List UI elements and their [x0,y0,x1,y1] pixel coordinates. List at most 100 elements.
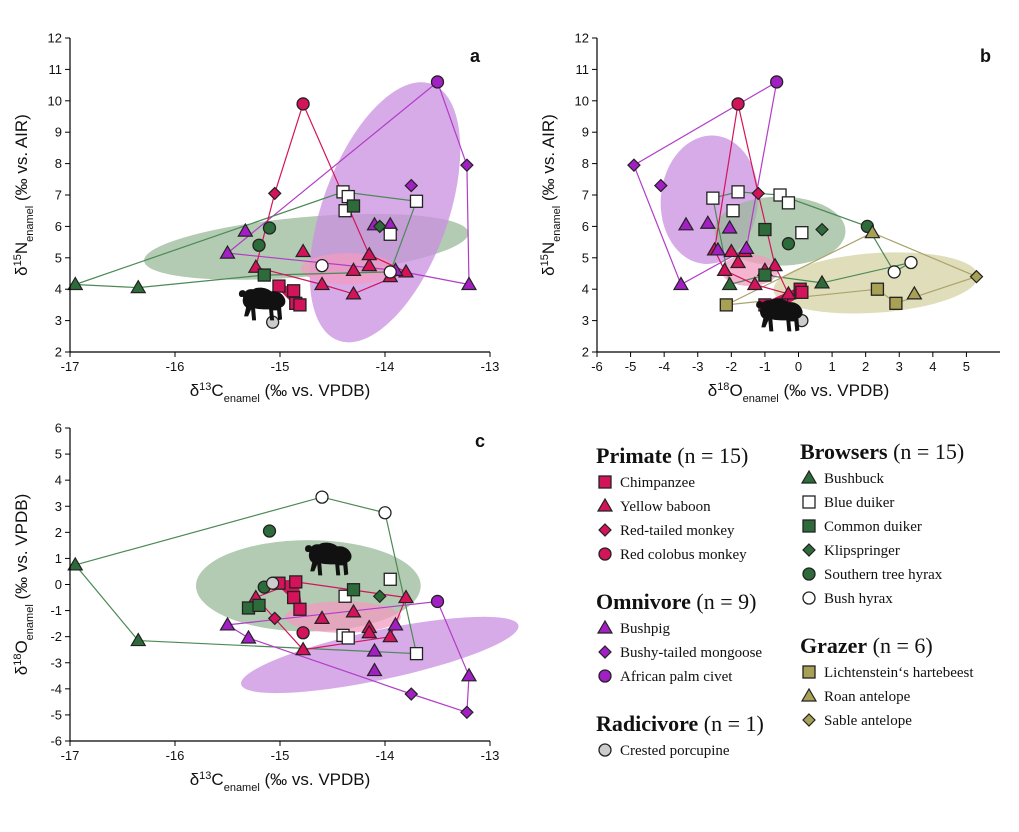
legend-omnivore-marker-1 [598,645,612,659]
legend-primate-heading: Primate (n = 15) [596,443,748,468]
panel-c-point-2 [293,602,307,616]
panel-b-point-31 [795,226,809,240]
legend-omnivore-label-1: Bushy-tailed mongoose [620,645,762,661]
panel-c-point-15 [240,629,257,644]
legend-browsers-label-1: Blue duiker [824,495,894,511]
panel-b-point-9 [746,276,763,291]
legend-radicivore-marker-0 [598,743,612,757]
panel-a-letter: a [470,46,481,66]
panel-c-y-tick-label: -6 [50,734,62,749]
panel-c-y-tick-label: -5 [50,707,62,722]
panel-a-point-25 [130,279,147,294]
panel-b-x-tick-label: -3 [692,359,704,374]
panel-a-y-label: δ15Nenamel (‰ vs. AIR) [12,114,36,276]
panel-c-point-9 [361,624,378,639]
panel-b-x-tick-label: -4 [658,359,670,374]
panel-b-x-tick-label: 2 [862,359,869,374]
panel-b-point-43 [906,285,923,300]
panel-a-point-32 [257,268,271,282]
panel-c-point-38 [265,576,280,590]
panel-b-point-24 [721,276,738,291]
legend-omnivore-label-2: African palm civet [620,669,733,685]
legend-browsers-label-0: Bushbuck [824,471,885,487]
panel-c-y-tick-label: -4 [50,681,62,696]
panel-a-x-tick-label: -15 [271,359,290,374]
panel-a-ellipse-1 [309,82,461,343]
panel-a-point-7 [345,262,362,276]
legend-omnivore-marker-0 [596,619,614,634]
panel-c-y-tick-label: -2 [50,629,62,644]
panel-c-x-tick-label: -15 [271,748,290,763]
panel-c-point-32 [252,598,266,613]
panel-a-point-36 [315,258,329,273]
panel-a-point-3 [293,298,307,312]
panel-a-ellipses [144,82,469,343]
panel-c-point-21 [460,705,474,720]
panel-a-point-22 [460,158,474,173]
panel-a-point-34 [262,221,277,235]
panel-c-point-20 [404,687,419,701]
panel-c-y-tick-label: 3 [55,499,62,514]
panel-a-point-23 [430,75,445,89]
panel-c-point-23 [67,556,84,571]
panel-b-x-tick-label: -2 [726,359,738,374]
panel-b-x-tick-label: 4 [929,359,936,374]
panel-b-point-23 [770,75,784,89]
panel-c-y-tick-label: 6 [55,421,62,436]
panel-a-point-0 [272,279,286,293]
panel-b-point-19 [738,240,755,254]
legend-browsers-label-4: Southern tree hyrax [824,567,943,583]
panel-a-y-tick-label: 5 [55,250,62,265]
panel-c-point-14 [219,616,236,631]
panel-b-point-27 [731,185,745,199]
legend-primate-marker-1 [596,497,614,512]
panel-b-point-12 [780,285,797,300]
panel-b-y-tick-label: 3 [582,313,589,328]
panel-a-point-6 [345,285,362,300]
panel-a-point-31 [346,199,361,213]
panel-c-point-33 [372,589,387,604]
legend-browsers-heading: Browsers (n = 15) [800,439,964,464]
legend: Primate (n = 15) Chimpanzee Yellow baboon R… [596,439,974,759]
panel-b: -6 -5 -4 -3 -2 -1 0 1 2 3 4 523456789101112δ18Oenam… [539,31,1000,405]
panel-c-point-5 [295,641,312,656]
panel-a-point-12 [295,243,312,258]
panel-b-point-32 [758,222,772,237]
legend-primate-marker-3 [598,547,612,561]
legend-primate-marker-2 [598,523,612,537]
legend-grazer-marker-0 [802,665,816,679]
panel-b-y-tick-label: 6 [582,219,589,234]
legend-grazer-label-2: Sable antelope [824,713,912,729]
panel-c-y-tick-label: 1 [55,551,62,566]
legend-primate-label-1: Yellow baboon [620,499,711,515]
panel-b-point-37 [887,265,901,279]
panel-c-point-34 [262,524,277,538]
panel-a-point-15 [219,244,236,259]
panel-a-x-label: δ13Cenamel (‰ vs. VPDB) [190,381,371,405]
panel-a-y-tick-label: 4 [55,282,62,297]
panel-b-x-label: δ18Oenamel (‰ vs. VPDB) [708,381,890,405]
panel-b-point-5 [723,243,740,258]
panel-b-point-39 [719,298,733,312]
panel-a-y-tick-label: 12 [48,31,62,46]
panel-c-y-tick-label: 2 [55,525,62,540]
panel-a-y-tick-label: 11 [49,62,63,77]
panel-b-point-25 [813,274,831,289]
panel-a-point-21 [404,178,419,193]
panel-a-y-tick-label: 10 [48,93,62,108]
legend-browsers-label-3: Klipspringer [824,543,900,559]
panel-c-y-tick-label: 0 [55,577,62,592]
panel-c-point-10 [382,628,399,643]
panel-c-point-7 [345,603,362,618]
legend-primate-label-0: Chimpanzee [620,475,695,491]
panel-a-points [67,75,478,329]
panel-c: -17 -16 -15 -14 -13 -6 -5 -4 -3 -2 -1 0 1 2 3 4 5 6 δ13Cen… [12,421,519,794]
panel-b-point-28 [726,204,740,218]
legend-browsers-marker-4 [802,567,816,581]
panel-b-point-21 [627,158,641,173]
panel-c-point-16 [366,662,383,677]
panel-b-point-34 [815,222,829,237]
panel-b-y-tick-label: 10 [575,93,589,108]
panel-b-x-tick-label: -5 [625,359,637,374]
legend-omnivore-heading: Omnivore (n = 9) [596,589,756,614]
